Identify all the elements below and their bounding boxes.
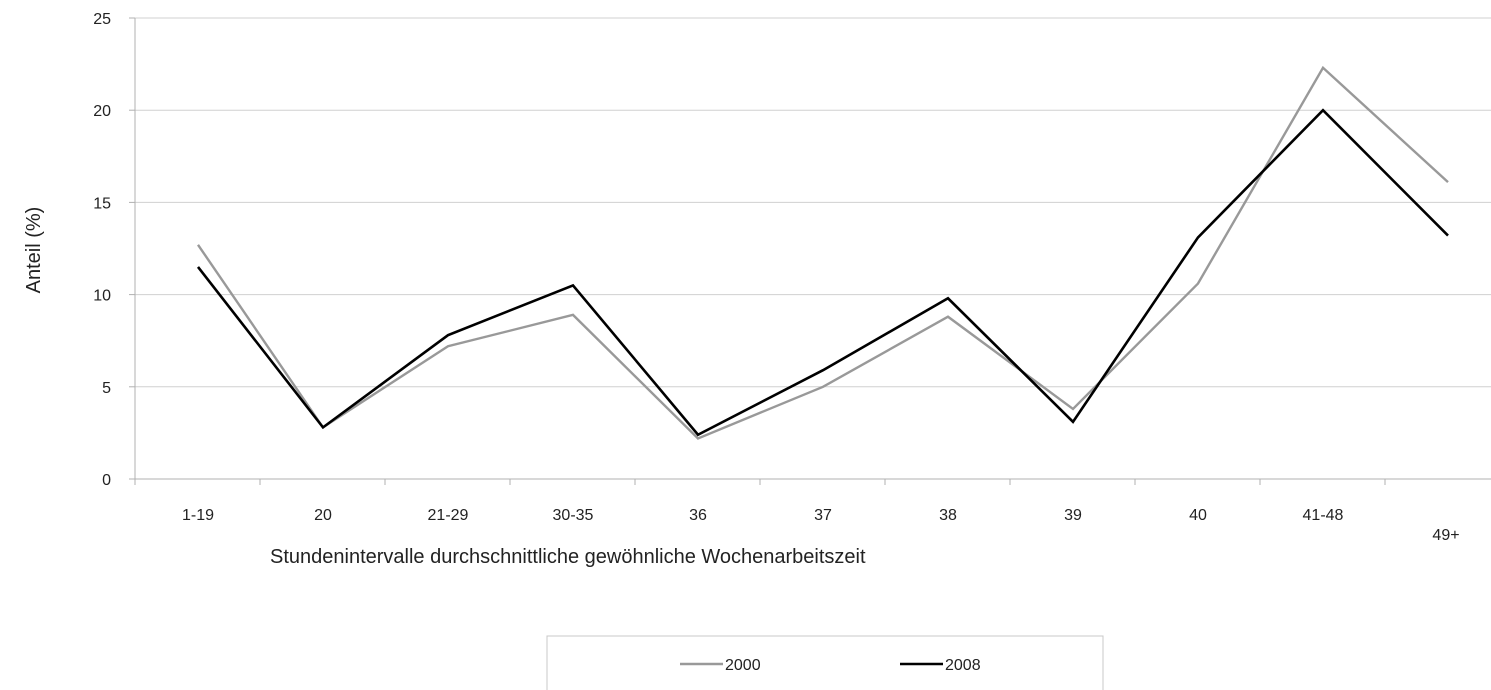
series-line-2008 (196, 108, 1449, 437)
y-tick-label: 10 (93, 288, 111, 305)
y-tick-label: 15 (93, 195, 111, 212)
y-tick-label: 0 (102, 472, 111, 489)
y-tick-labels: 0 5 10 15 20 25 (93, 11, 111, 489)
legend: 2000 2008 (546, 635, 1104, 690)
gridlines (135, 17, 1491, 388)
legend-label-2000: 2000 (725, 657, 761, 674)
x-tick-label: 21-29 (428, 507, 469, 524)
x-tick-labels: 1-19 20 21-29 30-35 36 37 38 39 40 41-48 49+ (182, 507, 1460, 544)
x-tick-label: 36 (689, 507, 707, 524)
x-tick-label: 39 (1064, 507, 1082, 524)
series-line-2000 (197, 65, 1449, 440)
x-tick-label: 40 (1189, 507, 1207, 524)
x-tick-label: 1-19 (182, 507, 214, 524)
axes (129, 17, 1491, 485)
y-tick-label: 20 (93, 103, 111, 120)
x-axis-title: Stundenintervalle durchschnittliche gewö… (270, 546, 866, 568)
x-tick-label: 37 (814, 507, 832, 524)
x-tick-label: 30-35 (553, 507, 594, 524)
x-tick-label: 38 (939, 507, 957, 524)
y-tick-label: 25 (93, 11, 111, 28)
y-tick-label: 5 (102, 380, 111, 397)
x-tick-label: 20 (314, 507, 332, 524)
y-axis-title: Anteil (%) (23, 207, 45, 294)
x-tick-label: 41-48 (1303, 507, 1344, 524)
legend-box (546, 635, 1104, 690)
series-lines (196, 65, 1449, 440)
legend-label-2008: 2008 (945, 657, 981, 674)
x-tick-label: 49+ (1432, 527, 1459, 544)
